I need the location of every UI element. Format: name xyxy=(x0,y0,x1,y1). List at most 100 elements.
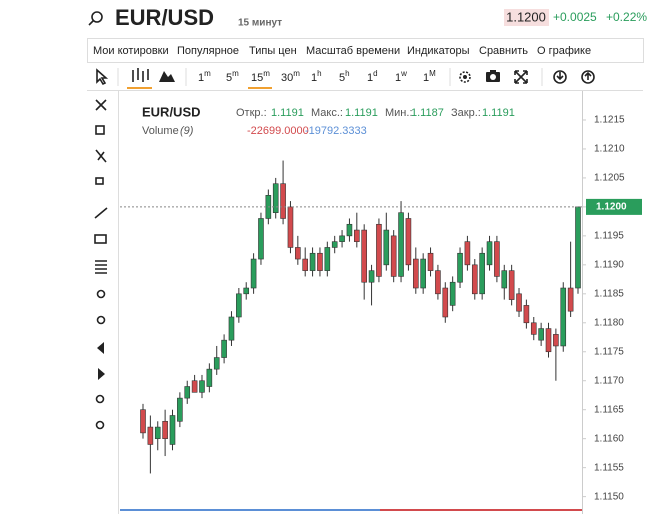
candle-body xyxy=(486,241,493,266)
candle-body xyxy=(501,270,508,289)
line-tool[interactable] xyxy=(94,207,108,219)
menu-item[interactable]: О графике xyxy=(537,45,591,57)
camera-icon[interactable] xyxy=(486,70,500,82)
candle-body xyxy=(147,426,154,445)
close-value: 1.1191 xyxy=(482,107,515,119)
upload-icon[interactable] xyxy=(581,70,595,84)
timeframe[interactable]: 30m xyxy=(281,69,300,84)
timeframe[interactable]: 5h xyxy=(339,69,350,84)
settings-icon[interactable] xyxy=(459,71,471,83)
candle-body xyxy=(398,212,404,277)
timeframe[interactable]: 15m xyxy=(251,69,270,84)
timeframe[interactable]: 1d xyxy=(367,69,378,84)
candle-body xyxy=(538,328,544,341)
timeframe-base: 1 xyxy=(198,72,204,84)
y-tick-label: 1.1205 xyxy=(594,173,625,184)
active-underline xyxy=(127,87,152,89)
timeframe[interactable]: 5m xyxy=(226,69,239,84)
volume-param: (9) xyxy=(180,125,194,137)
copy-tool[interactable] xyxy=(95,177,104,185)
candle-body xyxy=(280,183,286,219)
search-icon[interactable] xyxy=(88,11,103,26)
reset-tool[interactable] xyxy=(95,420,105,430)
candle-body xyxy=(317,252,323,271)
candle-body xyxy=(339,235,345,242)
fib-tool[interactable] xyxy=(95,260,107,274)
low-value: 1.1187 xyxy=(411,107,444,119)
close-tool[interactable] xyxy=(95,99,107,111)
side-toolbar xyxy=(94,99,108,430)
download-icon[interactable] xyxy=(553,70,567,84)
volume-value: -22699.0000 xyxy=(247,125,309,137)
timeframe-unit: m xyxy=(263,69,270,78)
candle-body xyxy=(523,305,530,324)
menu-item[interactable]: Мои котировки xyxy=(93,45,169,57)
crosshair-tool[interactable] xyxy=(95,149,107,163)
candle-body xyxy=(199,380,205,393)
candle-body xyxy=(383,229,390,266)
candle-body xyxy=(184,386,191,399)
candle-body xyxy=(412,258,419,289)
timeframe[interactable]: 1M xyxy=(423,69,436,84)
candle-body xyxy=(442,287,449,318)
candle-body xyxy=(221,339,227,358)
menu-item[interactable]: Масштаб времени xyxy=(306,45,400,57)
candle-body xyxy=(309,252,316,271)
area-type[interactable] xyxy=(159,71,175,82)
menu-item[interactable]: Популярное xyxy=(177,45,239,57)
scroll-right[interactable] xyxy=(98,368,105,380)
candle-body xyxy=(545,328,552,353)
high-value: 1.1191 xyxy=(345,107,378,119)
candle-body xyxy=(553,334,559,347)
timeframe-unit: w xyxy=(400,69,407,78)
zoom-in-tool[interactable] xyxy=(96,289,106,299)
timeframe[interactable]: 1m xyxy=(198,69,211,84)
candle-body xyxy=(346,223,353,237)
timeframe[interactable]: 1h xyxy=(311,69,322,84)
scroll-left[interactable] xyxy=(97,342,104,354)
timeframe-base: 15 xyxy=(251,72,263,84)
candle-body xyxy=(560,287,567,347)
interval: 15 минут xyxy=(238,18,282,29)
candle-body xyxy=(405,218,412,266)
y-tick-label: 1.1175 xyxy=(594,346,624,357)
volume-label: Volume xyxy=(142,125,179,137)
y-tick-label: 1.1165 xyxy=(594,404,624,415)
timeframe-unit: M xyxy=(429,69,436,78)
candle-body xyxy=(324,247,331,271)
select-tool[interactable] xyxy=(95,125,105,135)
candle-body xyxy=(213,357,220,370)
menu-item[interactable]: Сравнить xyxy=(479,45,528,57)
candle-body xyxy=(243,287,250,295)
fullscreen-icon[interactable] xyxy=(514,70,528,84)
menu-item[interactable]: Индикаторы xyxy=(407,45,470,57)
timeframe[interactable]: 1w xyxy=(395,69,407,84)
timeframe-unit: h xyxy=(317,69,321,78)
menu-bar xyxy=(87,38,644,63)
change: +0.0025 xyxy=(553,10,597,24)
candle-body xyxy=(449,281,456,306)
candle-body xyxy=(140,409,146,434)
close-label: Закр.: xyxy=(451,107,481,119)
candle-body xyxy=(464,241,471,266)
zoom-out-tool[interactable] xyxy=(96,315,106,325)
candle-body xyxy=(302,258,309,271)
timeframe-base: 1 xyxy=(423,72,429,84)
rect-tool[interactable] xyxy=(94,234,107,244)
magnet-tool[interactable] xyxy=(95,394,105,404)
candles-type[interactable] xyxy=(132,68,149,82)
timeframe-base: 1 xyxy=(367,72,373,84)
timeframe-unit: m xyxy=(204,69,211,78)
candle-body xyxy=(206,368,213,387)
candle-body xyxy=(575,206,581,289)
cursor-tool[interactable] xyxy=(96,68,109,86)
candle-body xyxy=(427,252,434,271)
menu-item[interactable]: Типы цен xyxy=(249,45,297,57)
change-pct: +0.22% xyxy=(606,10,647,24)
volume-value: -19792.3333 xyxy=(305,125,367,137)
candle-body xyxy=(272,183,279,213)
timeframe-unit: h xyxy=(345,69,349,78)
y-tick-label: 1.1195 xyxy=(594,231,624,242)
candle-body xyxy=(435,270,441,295)
price: 1.1200 xyxy=(506,9,546,24)
